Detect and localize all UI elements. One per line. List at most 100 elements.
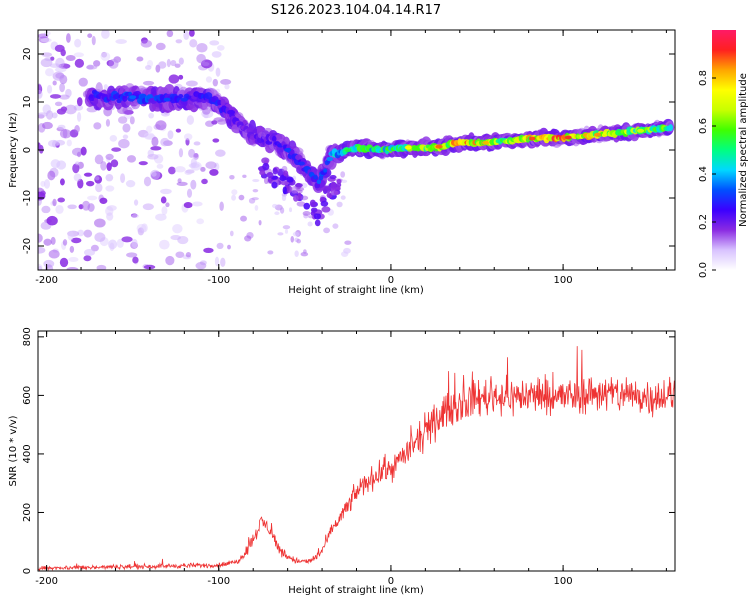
colorbar-label: Normalized spectral amplitude [738,73,749,227]
spectrogram-cell [341,179,348,184]
spectrogram-cell [68,257,79,262]
spectrogram-cell [38,112,48,117]
spectrogram-cell [277,232,284,236]
spectrogram-cell [266,171,274,179]
spectrogram-cell [40,37,52,43]
spectrogram-cell [60,48,66,57]
spectrogram-cell [111,147,122,152]
snr-ytick-label: 600 [22,386,33,405]
spectrogram-cell [344,240,352,245]
spectrogram-cell [59,94,70,100]
spectrogram-cell [220,257,226,267]
spectrogram-cell [340,195,346,200]
colorbar-tick-label: 0.0 [698,262,709,278]
spectrogram-ytick-label: 10 [22,96,33,109]
spectrogram-cell [45,68,54,77]
spectrogram-cell [186,115,195,125]
spectrogram-cell [150,146,162,151]
spectrogram-cell [316,179,322,185]
spectrogram-cell [201,178,208,185]
spectrogram-cell [326,156,334,162]
colorbar: 0.0 0.2 0.4 0.6 0.8 Normalized spectral ampl… [698,30,749,278]
figure-title: S126.2023.104.04.14.R17 [271,3,441,18]
spectrogram-cell [160,137,170,147]
spectrogram-cell [106,212,114,221]
spectrogram-cell [91,35,96,46]
snr-panel: -200 -100 0 100 0 200 400 600 800 Height of stra… [8,327,676,596]
colorbar-tick-label: 0.2 [698,214,709,230]
spectrogram-cell [47,139,60,148]
spectrogram-cell [313,213,322,220]
colorbar-gradient [712,30,736,270]
spectrogram-cell [188,148,196,158]
spectrogram-cell [229,230,234,237]
spectrogram-cell [209,40,220,46]
spectrogram-cell [65,55,76,62]
spectrogram-cell [637,128,645,133]
spectrogram-cell [294,250,299,257]
spectrogram-cell [216,242,224,250]
spectrogram-cell [66,33,71,43]
spectrogram-cell [94,176,100,181]
spectrogram-ylabel: Frequency (Hz) [8,112,19,188]
spectrogram-cell [330,181,337,190]
spectrogram-cell [299,195,309,201]
spectrogram-cell [284,229,289,234]
spectrogram-cell [57,197,65,203]
spectrogram-cell [76,112,82,122]
spectrogram-cell [38,83,42,92]
spectrogram-cell [138,161,148,166]
spectrogram-cell [528,136,536,141]
spectrogram-cell [196,218,205,225]
spectrogram-cell [191,201,203,207]
spectrogram-cell [40,58,53,68]
spectrogram-cell [303,249,307,254]
spectrogram-xlabel: Height of straight line (km) [288,285,424,296]
spectrogram-cell [272,203,278,209]
spectrogram-cell [176,181,188,187]
spectrogram-cell [166,58,171,68]
spectrogram-cell [59,178,65,186]
spectrogram-cell [258,220,262,226]
spectrogram-cell [66,267,79,270]
spectrogram-cell [165,202,170,208]
spectrogram-cell [404,145,412,150]
spectrogram-cell [45,110,54,120]
spectrogram-cell [185,80,198,87]
spectrogram-cell [344,148,352,152]
spectrogram-cell [178,93,184,99]
spectrogram-cell [110,159,119,168]
spectrogram-cell [259,170,266,176]
spectrogram-cell [286,176,294,183]
spectrogram-cell [215,67,221,77]
spectrogram-cell [297,161,305,166]
spectrogram-cell [100,52,111,61]
spectrogram-cell [594,132,602,137]
spectrogram-cell [205,76,213,83]
spectrogram-cell [86,64,94,70]
spectrogram-cell [336,201,343,208]
spectrogram-cell [195,262,207,270]
spectrogram-cell [62,239,68,246]
spectrogram-cell [142,203,154,211]
spectrogram-cell [117,116,128,124]
spectrogram-cell [131,213,140,219]
spectrogram-cell [188,30,195,37]
spectrogram-cell [310,207,318,213]
spectrogram-cell [55,57,65,68]
spectrogram-cell [46,215,58,226]
spectrogram-cell [94,218,106,228]
spectrogram-cell [83,229,93,238]
spectrogram-cell [125,180,136,188]
spectrogram-ytick-label: 0 [22,147,33,153]
spectrogram-cell [74,58,85,68]
spectrogram-cell [184,169,192,175]
spectrogram-cell [43,179,51,189]
spectrogram-cell [244,235,252,242]
spectrogram-cell [263,177,269,185]
spectrogram-cell [78,77,88,87]
spectrogram-cell [200,166,206,172]
spectrogram-cell [48,249,60,259]
spectrogram-cell [340,251,349,257]
